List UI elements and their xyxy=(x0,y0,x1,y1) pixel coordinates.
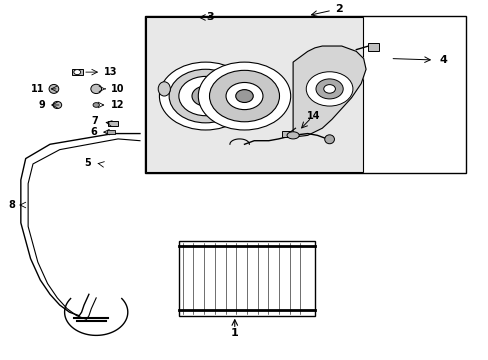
Text: 14: 14 xyxy=(306,111,320,121)
Ellipse shape xyxy=(91,84,102,94)
Ellipse shape xyxy=(49,85,59,93)
Text: 3: 3 xyxy=(206,13,214,22)
Polygon shape xyxy=(292,46,366,137)
Bar xyxy=(282,131,290,137)
Circle shape xyxy=(315,79,343,99)
Text: 7: 7 xyxy=(91,116,98,126)
Circle shape xyxy=(209,70,279,122)
Circle shape xyxy=(235,90,253,103)
Text: 8: 8 xyxy=(9,200,16,210)
Bar xyxy=(72,69,82,75)
Bar xyxy=(144,16,465,173)
Text: 11: 11 xyxy=(31,84,44,94)
Text: 5: 5 xyxy=(84,158,91,168)
Text: 1: 1 xyxy=(230,328,238,338)
Bar xyxy=(368,43,378,51)
Text: 2: 2 xyxy=(335,4,343,14)
Ellipse shape xyxy=(158,82,170,96)
Circle shape xyxy=(305,72,352,106)
Bar xyxy=(179,241,314,316)
Text: 4: 4 xyxy=(439,55,447,65)
Ellipse shape xyxy=(53,102,61,109)
Ellipse shape xyxy=(93,103,99,107)
Bar xyxy=(108,121,118,126)
Circle shape xyxy=(323,85,335,93)
Circle shape xyxy=(192,86,219,106)
Circle shape xyxy=(179,76,232,116)
Ellipse shape xyxy=(324,135,334,144)
Bar xyxy=(146,18,362,172)
Circle shape xyxy=(74,69,81,75)
Text: 10: 10 xyxy=(111,84,124,94)
Ellipse shape xyxy=(286,132,299,139)
Bar xyxy=(107,130,115,134)
Circle shape xyxy=(159,62,251,130)
Text: 12: 12 xyxy=(111,100,124,110)
Text: 6: 6 xyxy=(90,127,97,137)
Circle shape xyxy=(201,93,210,100)
Text: 13: 13 xyxy=(103,67,117,77)
Circle shape xyxy=(198,62,290,130)
Circle shape xyxy=(169,69,242,123)
Text: 9: 9 xyxy=(39,100,45,110)
Circle shape xyxy=(225,82,263,110)
